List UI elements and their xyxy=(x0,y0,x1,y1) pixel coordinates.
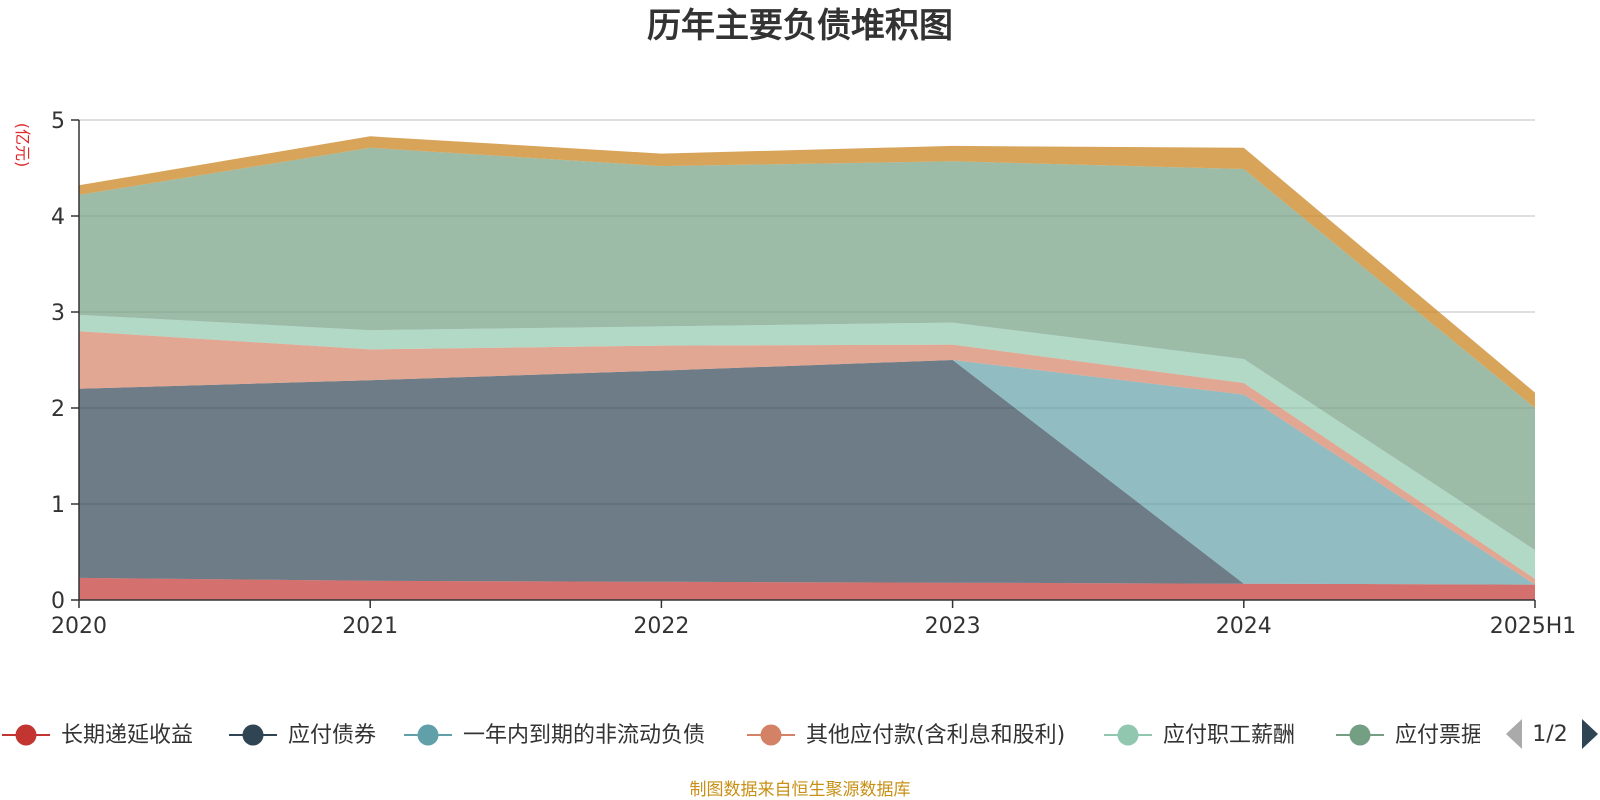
x-tick-label: 2024 xyxy=(1216,614,1272,639)
area-series-3 xyxy=(79,331,1535,585)
legend-label: 一年内到期的非流动负债 xyxy=(463,723,705,748)
data-source-note: 制图数据来自恒生聚源数据库 xyxy=(690,780,911,800)
area-series-1 xyxy=(79,360,1535,585)
legend-label: 应付债券 xyxy=(288,723,376,748)
legend-item[interactable]: 一年内到期的非流动负债 xyxy=(404,723,705,748)
x-tick-label: 2022 xyxy=(633,614,689,639)
legend-label: 应付职工薪酬 xyxy=(1163,723,1295,748)
legend-marker xyxy=(1349,724,1371,746)
y-tick-label: 2 xyxy=(51,397,65,422)
legend-next-page-icon[interactable] xyxy=(1582,719,1598,749)
legend-label: 应付票据 xyxy=(1395,723,1483,748)
legend-prev-page-icon[interactable] xyxy=(1506,719,1522,749)
legend-item[interactable]: 其他应付款(含利息和股利) xyxy=(747,723,1065,748)
area-series xyxy=(79,136,1535,600)
legend-marker xyxy=(242,724,264,746)
legend-item[interactable]: 应付债券 xyxy=(229,723,376,748)
legend-item[interactable]: 应付票据 xyxy=(1336,723,1483,748)
y-tick-label: 5 xyxy=(51,109,65,134)
legend-pager: 1/2 xyxy=(1506,719,1598,749)
y-axis-unit: (亿元) xyxy=(13,123,32,168)
y-tick-label: 4 xyxy=(51,205,65,230)
legend-marker xyxy=(760,724,782,746)
x-tick-label: 2020 xyxy=(51,614,107,639)
legend-marker xyxy=(15,724,37,746)
legend-item[interactable]: 长期递延收益 xyxy=(2,723,193,748)
y-tick-label: 3 xyxy=(51,301,65,326)
area-series-5 xyxy=(79,147,1535,551)
y-tick-label: 1 xyxy=(51,493,65,518)
x-tick-label: 2021 xyxy=(342,614,398,639)
area-series-0 xyxy=(79,577,1535,600)
axes: 0 1 2 3 4 5 2020 2021 2022 2023 2024 2025H1 xyxy=(51,109,1576,639)
legend-page-indicator: 1/2 xyxy=(1532,722,1567,747)
chart-title: 历年主要负债堆积图 xyxy=(647,6,953,46)
area-series-6 xyxy=(79,136,1535,409)
legend-item[interactable]: 应付职工薪酬 xyxy=(1104,723,1295,748)
legend-label: 长期递延收益 xyxy=(61,723,193,748)
legend-marker xyxy=(1117,724,1139,746)
legend-marker xyxy=(417,724,439,746)
legend: 长期递延收益 应付债券 一年内到期的非流动负债 其他应付款(含利息和股利) 应付职工薪酬… xyxy=(2,723,1483,748)
y-tick-label: 0 xyxy=(51,589,65,614)
x-tick-label: 2025H1 xyxy=(1490,614,1577,639)
legend-label: 其他应付款(含利息和股利) xyxy=(806,723,1065,748)
x-tick-label: 2023 xyxy=(925,614,981,639)
area-series-2 xyxy=(79,360,1535,585)
